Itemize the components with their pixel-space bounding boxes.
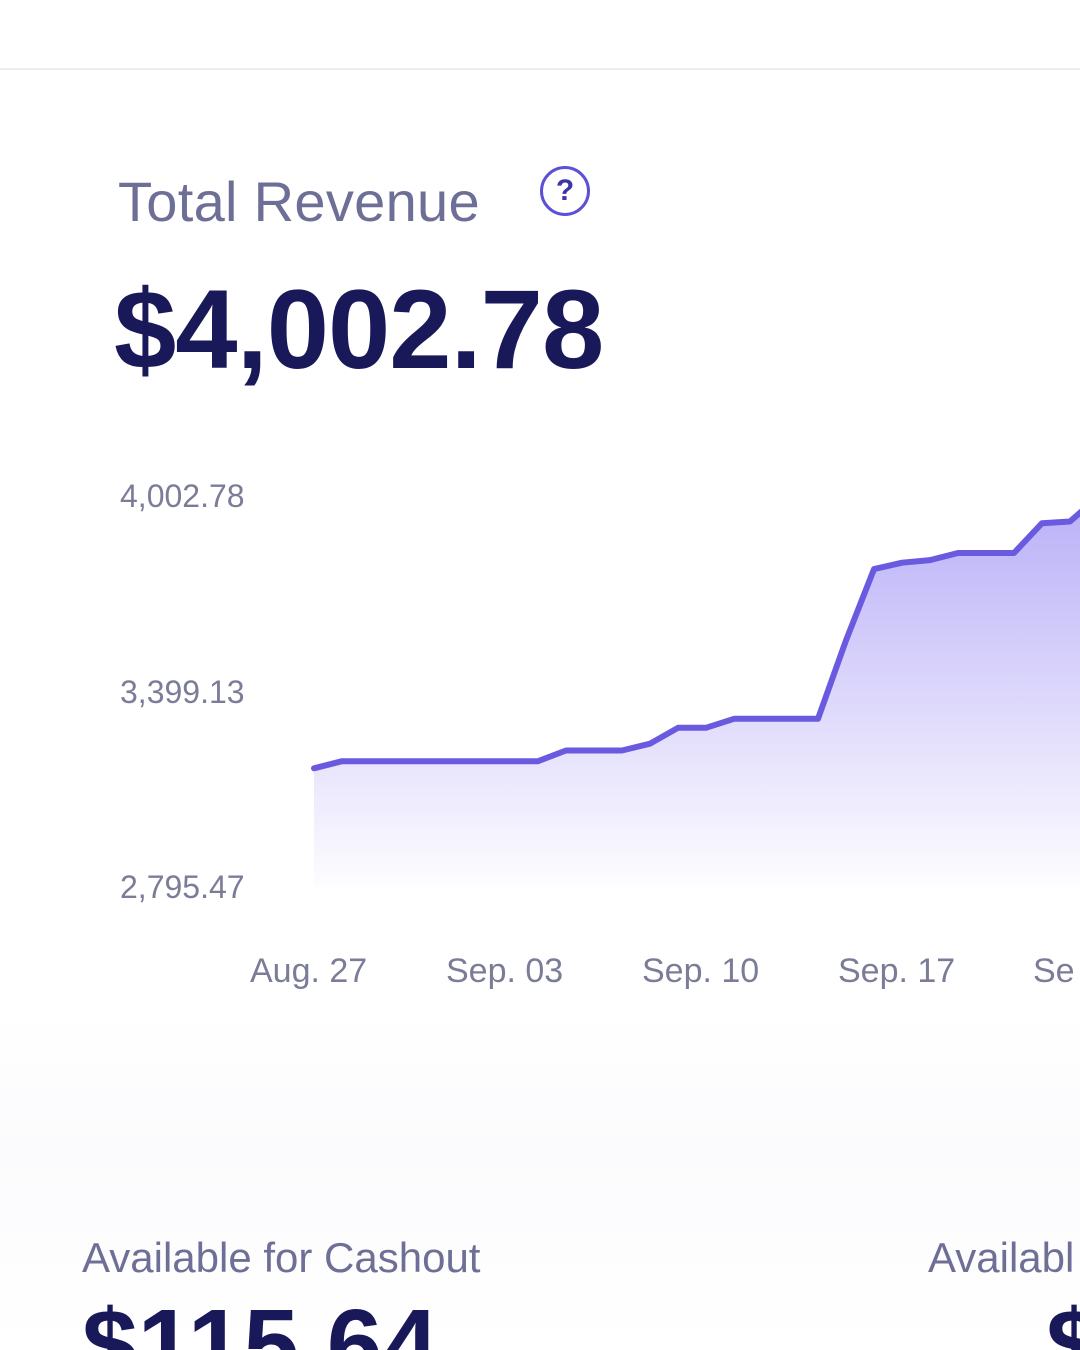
revenue-line	[311, 508, 1080, 772]
revenue-area-fill	[314, 512, 1080, 888]
question-circle-icon[interactable]: ?	[540, 166, 590, 216]
header-bar	[0, 0, 1080, 70]
available-value: $	[1046, 1289, 1080, 1350]
revenue-chart	[311, 508, 1080, 888]
revenue-title: Total Revenue	[118, 169, 480, 233]
question-mark-glyph: ?	[555, 174, 575, 207]
y-tick-label: 2,795.47	[120, 869, 245, 905]
x-tick-label: Se	[1033, 952, 1075, 990]
x-tick-label: Sep. 17	[838, 952, 956, 990]
total-revenue-value: $4,002.78	[114, 267, 604, 392]
y-tick-label: 4,002.78	[120, 478, 245, 514]
cashout-value: $115.64	[82, 1289, 438, 1350]
revenue-title-row: Total Revenue	[118, 166, 480, 236]
x-tick-label: Aug. 27	[250, 952, 368, 990]
x-tick-label: Sep. 10	[642, 952, 760, 990]
balance-section	[0, 1010, 1080, 1350]
x-tick-label: Sep. 03	[446, 952, 564, 990]
available-label: Availabl	[928, 1234, 1075, 1281]
cashout-label: Available for Cashout	[82, 1234, 481, 1281]
y-tick-label: 3,399.13	[120, 673, 245, 710]
